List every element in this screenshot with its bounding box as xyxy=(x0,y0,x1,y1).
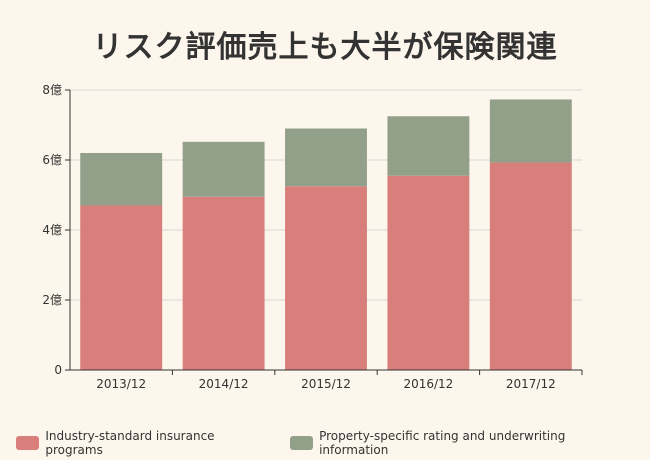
bar-1-2016/12 xyxy=(387,116,470,176)
bar-0-2016/12 xyxy=(387,175,470,370)
legend: Industry-standard insurance programs Pro… xyxy=(16,429,650,457)
x-tick-label: 2015/12 xyxy=(301,377,351,391)
bar-1-2013/12 xyxy=(80,153,163,206)
bar-1-2015/12 xyxy=(285,128,367,187)
y-tick-label: 8億 xyxy=(42,83,62,97)
legend-label-1: Property-specific rating and underwritin… xyxy=(319,429,566,457)
legend-item-0[interactable]: Industry-standard insurance programs xyxy=(16,429,270,457)
bar-0-2015/12 xyxy=(285,186,367,370)
x-tick-label: 2014/12 xyxy=(199,377,249,391)
bar-0-2014/12 xyxy=(182,196,265,370)
x-tick-label: 2013/12 xyxy=(96,377,146,391)
bar-1-2014/12 xyxy=(182,141,265,197)
bar-0-2013/12 xyxy=(80,205,163,370)
y-tick-label: 6億 xyxy=(42,153,62,167)
bar-0-2017/12 xyxy=(489,162,572,370)
x-tick-label: 2017/12 xyxy=(506,377,556,391)
legend-swatch-1 xyxy=(289,436,314,450)
legend-item-1[interactable]: Property-specific rating and underwritin… xyxy=(289,429,630,457)
legend-swatch-0 xyxy=(16,436,40,450)
chart-title: リスク評価売上も大半が保険関連 xyxy=(92,30,558,65)
y-tick-label: 0 xyxy=(54,363,62,377)
y-tick-label: 4億 xyxy=(42,223,62,237)
legend-label-0: Industry-standard insurance programs xyxy=(45,429,215,457)
x-tick-label: 2016/12 xyxy=(403,377,453,391)
y-tick-label: 2億 xyxy=(42,293,62,307)
bar-1-2017/12 xyxy=(489,99,572,163)
